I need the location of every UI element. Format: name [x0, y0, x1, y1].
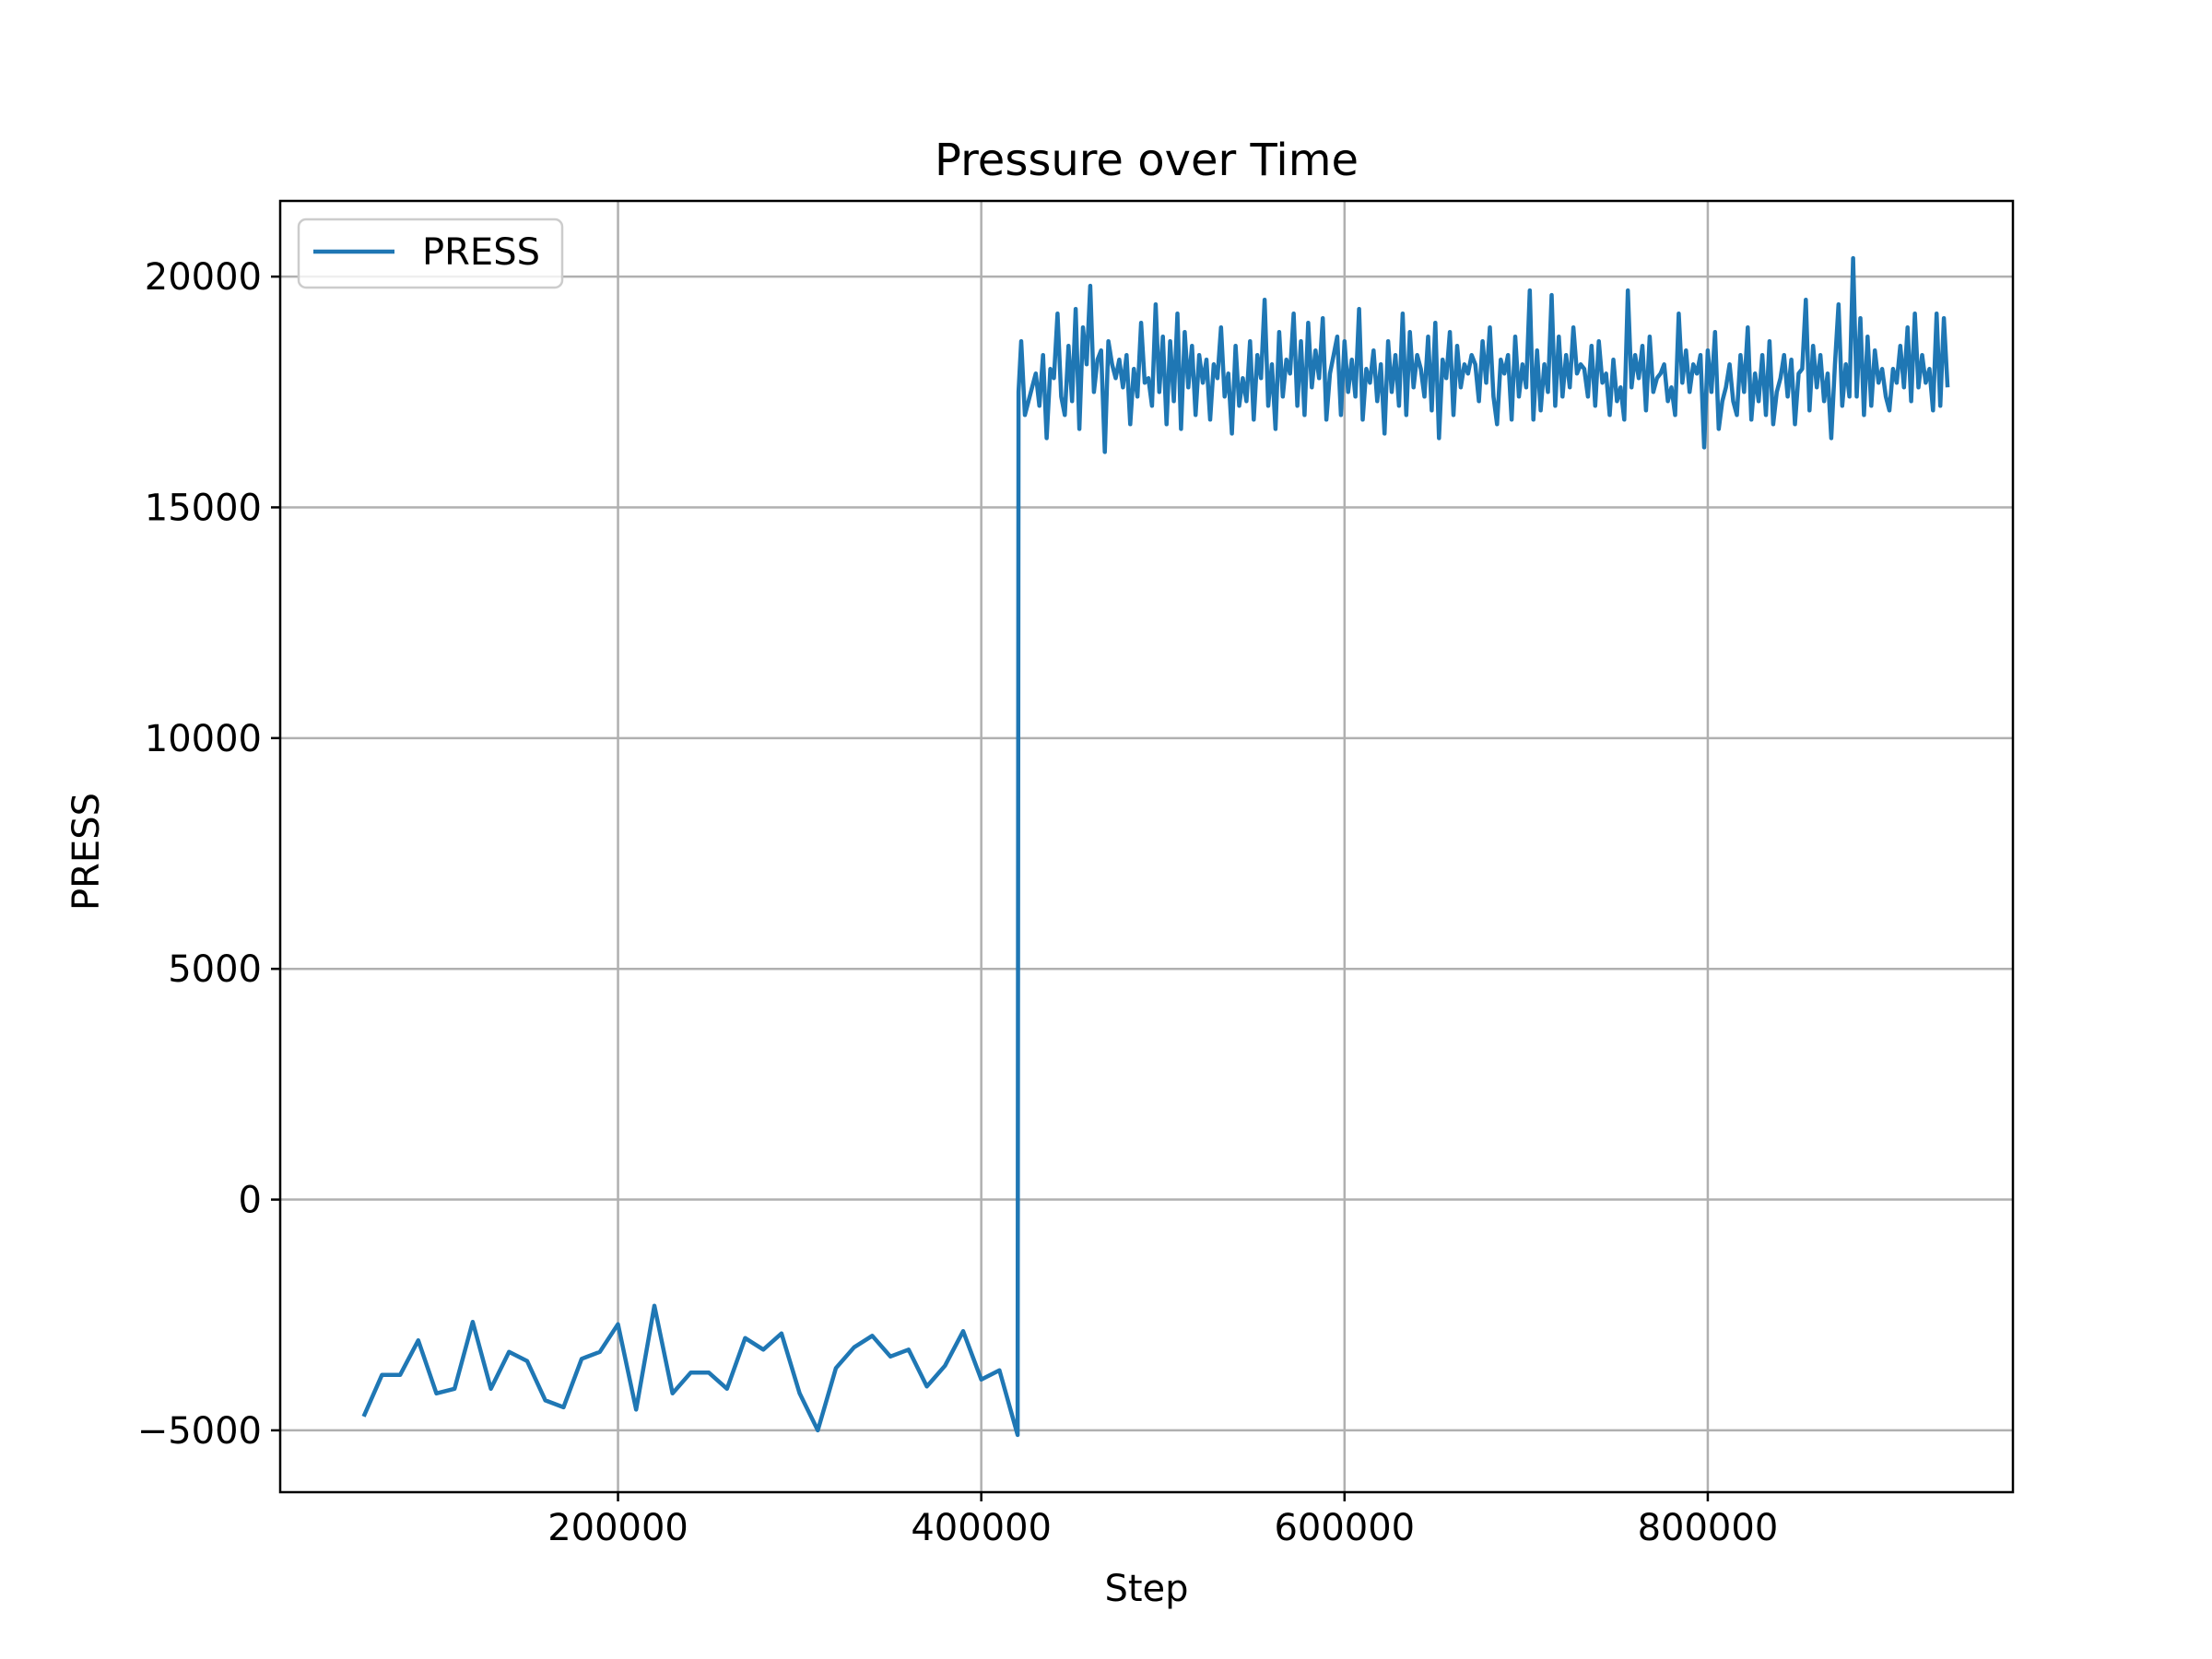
y-tick-label: −5000 — [137, 1410, 262, 1453]
x-tick-label: 800000 — [1638, 1507, 1779, 1549]
legend-label-press: PRESS — [422, 231, 540, 274]
y-tick-label: 15000 — [145, 487, 262, 529]
y-tick-label: 5000 — [168, 948, 262, 991]
y-tick-label: 20000 — [145, 256, 262, 299]
series-layer — [361, 255, 1950, 1438]
y-axis-label: PRESS — [65, 793, 108, 911]
plot-frame — [278, 199, 2015, 1494]
x-axis-label: Step — [1104, 1568, 1188, 1610]
plot-area — [280, 201, 2013, 1492]
legend: PRESS — [297, 218, 564, 289]
x-tick-label: 600000 — [1274, 1507, 1415, 1549]
chart-title: Pressure over Time — [935, 135, 1359, 186]
x-tick-label: 400000 — [911, 1507, 1052, 1549]
x-tick-label: 200000 — [547, 1507, 688, 1549]
series-line-press — [361, 255, 1950, 1438]
y-axis-ticks: −5000 0 5000 10000 15000 20000 — [137, 256, 280, 1453]
x-axis-ticks: 200000 400000 600000 800000 — [547, 1492, 1778, 1549]
y-tick-label: 10000 — [145, 718, 262, 760]
y-tick-label: 0 — [239, 1180, 262, 1222]
x-gridlines — [617, 201, 1710, 1492]
legend-frame — [297, 218, 564, 289]
y-gridlines — [280, 275, 2013, 1432]
